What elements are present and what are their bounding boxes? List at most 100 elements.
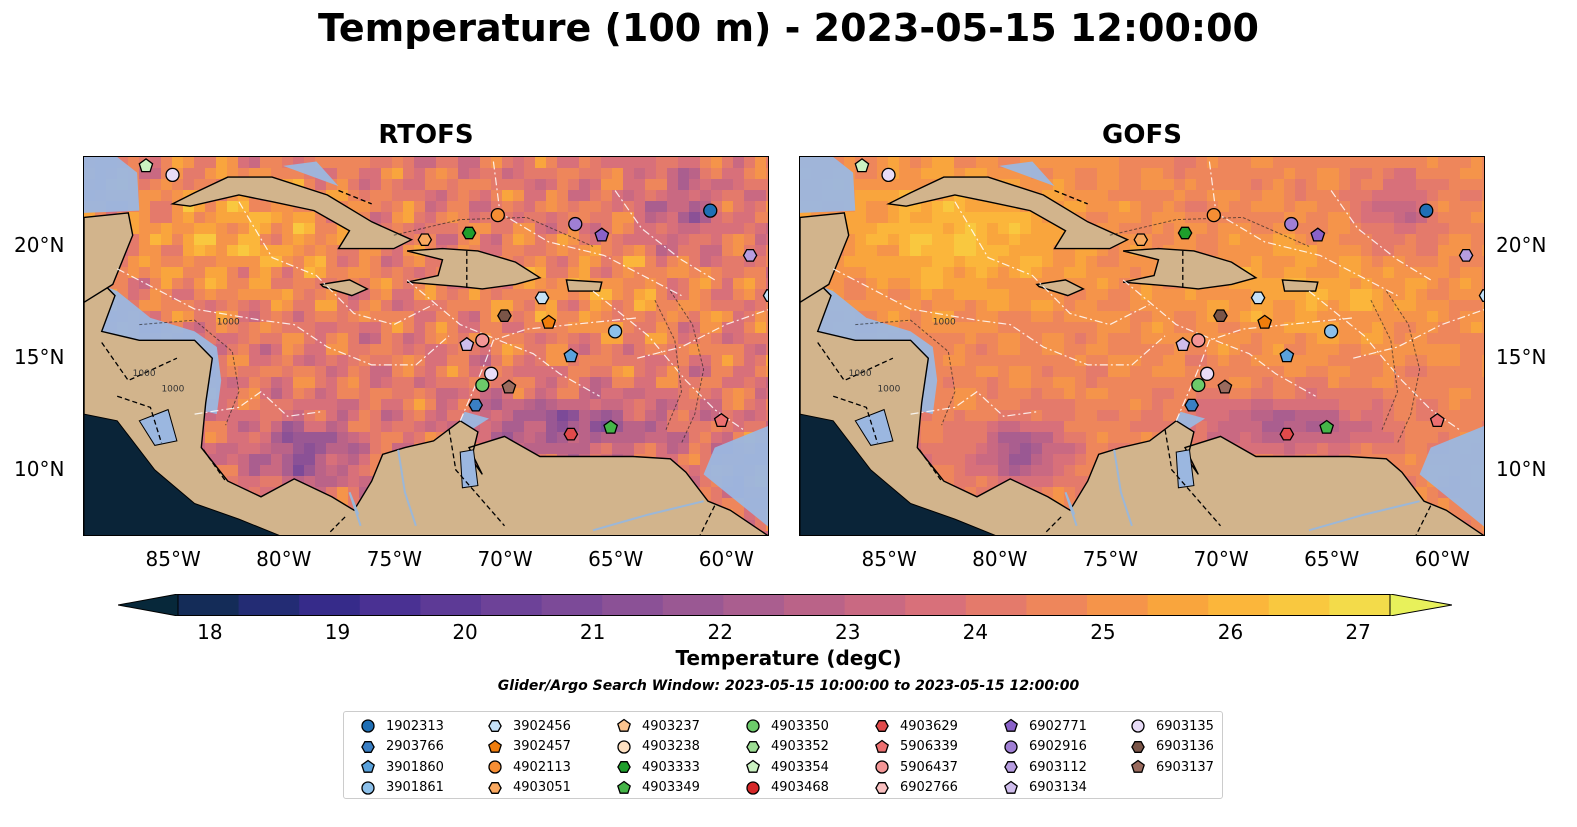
float-4903051: [1133, 233, 1149, 247]
legend-label: 3901861: [386, 780, 444, 796]
legend-label: 4903352: [771, 739, 829, 755]
panel-title-gofs: GOFS: [1102, 120, 1182, 150]
legend-label: 4903349: [642, 780, 700, 796]
contour-label: 1000: [849, 369, 872, 379]
rivers: [1064, 449, 1420, 532]
float-markers: [854, 158, 1484, 441]
float-5906339: [713, 412, 729, 428]
legend-label: 3901860: [386, 759, 444, 775]
float-4902113: [490, 207, 505, 223]
legend-marker-pentagon: [361, 759, 375, 774]
float-6903135: [484, 366, 499, 381]
legend-column: 4903629 5906339 5906437 6902766: [874, 716, 958, 798]
colorbar-bin: [359, 594, 421, 616]
legend-marker-pentagon: [1004, 780, 1018, 794]
colorbar-extend-low: [118, 594, 179, 616]
legend-label: 6903112: [1029, 759, 1087, 775]
legend-label: 3902457: [513, 739, 571, 755]
legend-marker-pentagon: [1004, 718, 1018, 733]
colorbar-tick-label: 20: [452, 620, 478, 644]
colorbar-tick-label: 26: [1217, 620, 1244, 644]
legend-item: 6902916: [1003, 737, 1087, 758]
legend-item: 4903350: [745, 716, 829, 737]
colorbar-bin: [723, 594, 785, 616]
float-4903350: [1191, 377, 1206, 393]
lon-tick-label: 80°W: [256, 547, 312, 571]
float-6903134: [459, 336, 475, 352]
float-3902457: [1257, 314, 1273, 329]
legend-marker-hexagon: [1131, 740, 1145, 753]
legend-item: 4903352: [745, 737, 829, 758]
legend-label: 4903354: [771, 759, 829, 775]
country-borders: [101, 189, 716, 535]
legend-label: 6903137: [1156, 759, 1214, 775]
lon-tick-label: 75°W: [366, 547, 423, 571]
colorbar-bin: [1329, 594, 1391, 616]
float-2903766: [468, 398, 484, 412]
lat-tick-label-right: 15°N: [1496, 345, 1547, 370]
float-4903354: [138, 158, 154, 173]
legend-label: 6903135: [1156, 718, 1214, 734]
legend-item: 6903137: [1130, 757, 1214, 778]
lon-tick-label: 85°W: [145, 547, 201, 571]
colorbar-bin: [420, 594, 482, 616]
legend-label: 2903766: [386, 739, 444, 755]
legend-marker-hexagon: [1004, 761, 1018, 774]
legend-item: 3901861: [360, 778, 444, 799]
colorbar-bin: [965, 594, 1027, 616]
float-6903112: [1458, 248, 1474, 262]
legend-item: 6902771: [1003, 716, 1087, 737]
float-4902113: [1206, 207, 1221, 223]
legend-item: 4903333: [616, 757, 700, 778]
float-5906437: [1191, 333, 1206, 348]
legend-label: 4902113: [513, 759, 571, 775]
float-2903766: [1184, 398, 1200, 412]
float-6903137: [1217, 379, 1233, 394]
legend-marker-circle: [617, 740, 631, 754]
legend-label: 3902456: [513, 718, 571, 734]
legend-label: 4903238: [642, 739, 700, 755]
legend-marker-pentagon: [617, 718, 631, 733]
legend-column: 1902313 2903766 3901860 3901861: [360, 716, 444, 798]
colorbar-bin: [1147, 594, 1209, 616]
legend-marker-circle: [361, 719, 375, 733]
legend-item: 4903354: [745, 757, 829, 778]
contour-label: 1000: [877, 385, 900, 395]
legend-label: 5906339: [900, 739, 958, 755]
colorbar-tick-label: 25: [1090, 620, 1116, 644]
contour-label: 1000: [161, 385, 184, 395]
float-4903349: [1319, 419, 1335, 434]
lat-tick-label-left: 10°N: [14, 456, 65, 481]
colorbar-tick-label: 21: [579, 620, 606, 644]
float-markers: [138, 158, 768, 441]
float-3902456: [1250, 291, 1266, 305]
colorbar-tick-label: 19: [324, 620, 351, 644]
legend-marker-circle: [1004, 740, 1018, 754]
float-6903134: [1175, 336, 1191, 352]
legend-label: 4903629: [900, 718, 958, 734]
lon-tick-label: 80°W: [972, 547, 1028, 571]
legend-label: 6903134: [1029, 780, 1087, 796]
lon-tick-label: 85°W: [861, 547, 917, 571]
float-3902456: [762, 289, 768, 302]
colorbar-tick-label: 23: [835, 620, 861, 644]
legend-marker-hexagon: [488, 781, 502, 794]
legend-column: 6903135 6903136 6903137: [1130, 716, 1214, 778]
float-3901860: [1279, 348, 1295, 363]
colorbar-bin: [1268, 594, 1330, 616]
legend-item: 6902766: [874, 778, 958, 799]
float-6902771: [594, 227, 610, 242]
float-3901861: [1323, 324, 1339, 339]
legend-marker-pentagon: [746, 759, 760, 774]
legend-marker-circle: [875, 760, 889, 774]
legend-marker-circle: [746, 781, 760, 795]
lat-tick-label-right: 20°N: [1496, 233, 1547, 258]
float-6902771: [1310, 227, 1326, 242]
legend-label: 4903333: [642, 759, 700, 775]
legend-column: 3902456 3902457 4902113 4903051: [487, 716, 571, 798]
float-6903135: [165, 167, 180, 183]
lon-tick-label: 70°W: [477, 547, 533, 571]
legend-marker-hexagon: [361, 740, 375, 753]
legend-marker-hexagon: [875, 781, 889, 794]
search-window-text: Glider/Argo Search Window: 2023-05-15 10…: [497, 678, 1080, 694]
